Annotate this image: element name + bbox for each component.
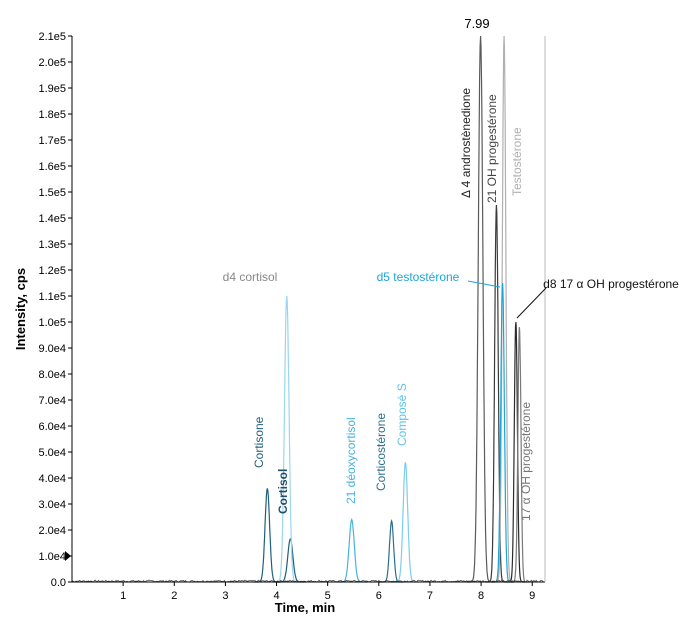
y-tick-label: 1.9e5 <box>38 83 66 95</box>
peak-trace-5 <box>391 462 420 583</box>
peak-annotation-0: 7.99 <box>464 16 489 31</box>
y-tick-label: 0.0 <box>51 577 66 589</box>
y-tick-label: 9.0e4 <box>38 343 66 355</box>
peak-trace-3 <box>336 518 367 583</box>
x-tick-label: 6 <box>376 590 382 602</box>
peak-trace-2 <box>273 295 301 583</box>
y-tick-label: 2.1e5 <box>38 31 66 43</box>
axes-layer: 0.0 1.0e4 2.0e4 3.0e4 4.0e4 5.0e4 6.0e4 7.0e4 8.… <box>13 31 546 615</box>
peak-annotation-9: Testostérone <box>510 127 524 196</box>
x-tick-label: 1 <box>120 590 126 602</box>
peak-annotation-8: 21 OH progestérone <box>485 94 499 203</box>
y-tick-label: 1.3e5 <box>38 239 66 251</box>
peak-annotation-1: Cortisone <box>252 416 266 468</box>
peak-annotation-4: 21 déoxycortisol <box>344 417 358 504</box>
peak-annotation-5: Corticostérone <box>374 413 388 491</box>
y-tick-label: 2.0e4 <box>38 525 66 537</box>
peak-annotation-10: d5 testostérone <box>377 270 460 284</box>
y-tick-label: 3.0e4 <box>38 499 66 511</box>
peak-annotation-2: Cortisol <box>276 469 290 514</box>
d8-17oh-progesterone-leader <box>516 287 547 319</box>
peak-annotation-3: d4 cortisol <box>223 270 278 284</box>
y-tick-label: 4.0e4 <box>38 473 66 485</box>
peak-annotation-12: 17 α OH progestérone <box>519 402 533 521</box>
y-tick-label: 1.0e5 <box>38 317 66 329</box>
y-level-marker <box>65 551 71 561</box>
peak-annotation-7: Δ 4 androstènedione <box>459 88 473 198</box>
y-tick-label: 2.0e5 <box>38 57 66 69</box>
y-tick-label: 6.0e4 <box>38 421 66 433</box>
peak-annotation-6: Composé S <box>395 383 409 446</box>
y-tick-label: 1.4e5 <box>38 213 66 225</box>
x-tick-label: 9 <box>529 590 535 602</box>
x-tick-label: 7 <box>427 590 433 602</box>
x-tick-label: 3 <box>222 590 228 602</box>
y-axis-title: Intensity, cps <box>13 268 28 350</box>
x-tick-label: 4 <box>273 590 279 602</box>
y-tick-label: 5.0e4 <box>38 447 66 459</box>
x-axis-title: Time, min <box>275 600 336 615</box>
y-tick-label: 1.2e5 <box>38 265 66 277</box>
y-tick-label: 7.0e4 <box>38 395 66 407</box>
peak-annotation-11: d8 17 α OH progestérone <box>543 277 679 291</box>
y-tick-label: 1.1e5 <box>38 291 66 303</box>
x-tick-label: 5 <box>325 590 331 602</box>
y-tick-label: 1.6e5 <box>38 161 66 173</box>
y-tick-label: 1.5e5 <box>38 187 66 199</box>
y-tick-label: 1.7e5 <box>38 135 66 147</box>
x-tick-label: 8 <box>478 590 484 602</box>
labels-layer: 7.99 Cortisone Cortisol d4 cortisol 21 déoxy… <box>223 16 680 521</box>
peak-trace-1 <box>275 538 306 583</box>
y-tick-label: 8.0e4 <box>38 369 66 381</box>
peaks-layer <box>71 35 545 583</box>
y-tick-label: 1.0e4 <box>38 551 66 563</box>
d5-testosterone-leader <box>467 280 501 288</box>
x-tick-label: 2 <box>171 590 177 602</box>
y-tick-label: 1.8e5 <box>38 109 66 121</box>
